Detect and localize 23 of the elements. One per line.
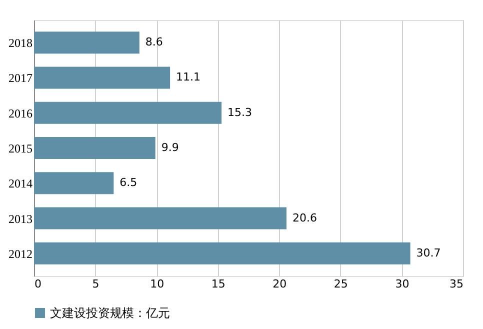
y-tick-label: 2014: [8, 176, 32, 191]
data-label: 9.9: [161, 141, 179, 154]
legend-label: 文建设投资规模：亿元: [50, 306, 170, 320]
x-tick-label: 0: [34, 278, 42, 290]
y-tick-label: 2013: [8, 212, 32, 226]
x-tick-label: 35: [450, 278, 464, 290]
x-tick-label: 30: [395, 278, 410, 290]
y-tick-label: 2012: [8, 246, 32, 261]
x-tick-label: 15: [211, 278, 226, 290]
data-label: 6.5: [120, 176, 138, 190]
data-label: 8.6: [145, 36, 163, 49]
y-tick-label: 2015: [8, 142, 32, 156]
x-tick-label: 25: [334, 278, 348, 290]
x-tick-label: 10: [150, 278, 164, 290]
data-label: 30.7: [416, 246, 441, 260]
data-label: 15.3: [228, 106, 252, 119]
data-label: 11.1: [176, 70, 201, 84]
x-tick-label: 20: [272, 278, 287, 290]
y-tick-label: 2016: [8, 106, 32, 120]
x-tick-label: 5: [92, 278, 100, 290]
y-tick-label: 2017: [8, 71, 32, 86]
data-label: 20.6: [292, 211, 317, 224]
y-tick-label: 2018: [8, 36, 32, 50]
